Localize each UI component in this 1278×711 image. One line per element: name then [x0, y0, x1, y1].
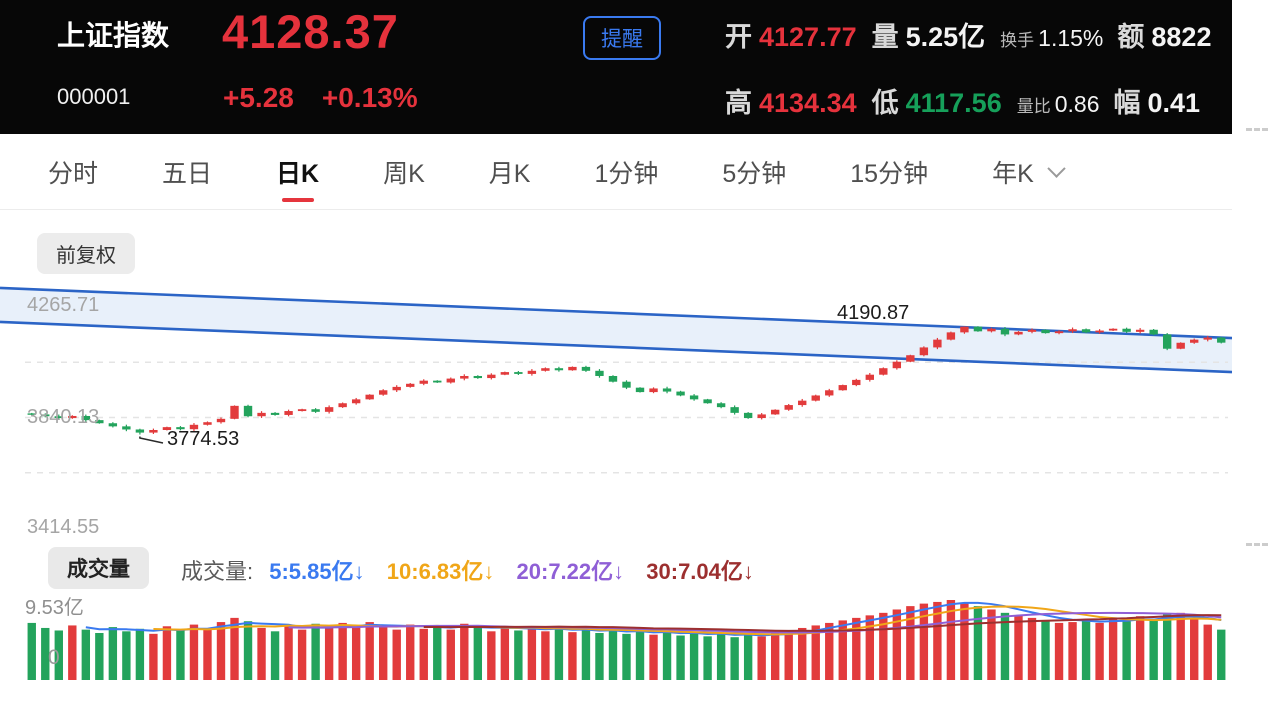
price-axis-top: 4265.71: [27, 294, 100, 316]
amplitude-value: 0.41: [1147, 88, 1201, 118]
price-axis-bottom: 3414.55: [27, 516, 100, 538]
legend-ma20: 20:7.22亿↓: [516, 559, 625, 584]
volume-label: 量: [871, 22, 899, 52]
tab-monthly-k[interactable]: 月K: [488, 159, 531, 188]
gutter-dash-icon: [1246, 128, 1268, 131]
volume-chart[interactable]: [0, 545, 1232, 690]
legend-ma30: 30:7.04亿↓: [646, 559, 754, 584]
volume-ma-legend: 成交量: 5:5.85亿↓ 10:6.83亿↓ 20:7.22亿↓ 30:7.0…: [181, 554, 770, 586]
legend-ma5: 5:5.85亿↓: [269, 559, 365, 584]
adjust-type-button[interactable]: 前复权: [37, 233, 135, 274]
volume-value: 5.25亿: [905, 22, 986, 52]
amount-label: 额: [1117, 22, 1145, 52]
quote-header: 上证指数 000001 4128.37 +5.28 +0.13% 提醒 开 412…: [0, 0, 1232, 134]
price-change-row: +5.28 +0.13%: [223, 82, 446, 114]
volume-ratio-label: 量比: [1016, 97, 1051, 116]
chevron-down-icon[interactable]: [1047, 159, 1066, 178]
legend-title: 成交量:: [181, 559, 254, 584]
tab-yearly-k[interactable]: 年K: [992, 134, 1066, 209]
amplitude-label: 幅: [1113, 88, 1141, 118]
legend-ma10: 10:6.83亿↓: [386, 559, 495, 584]
volume-axis-max: 9.53亿: [25, 597, 84, 619]
turnover-value: 1.15%: [1038, 25, 1104, 51]
stats-row-2: 高 4134.34 低 4117.56 量比 0.86 幅 0.41: [725, 81, 1232, 120]
volume-indicator-button[interactable]: 成交量: [48, 547, 149, 589]
current-price: 4128.37: [222, 5, 399, 58]
volume-section: 成交量 成交量: 5:5.85亿↓ 10:6.83亿↓ 20:7.22亿↓ 30…: [0, 545, 1232, 690]
stats-row-1: 开 4127.77 量 5.25亿 换手 1.15% 额 8822: [725, 15, 1232, 54]
low-label: 低: [871, 88, 899, 118]
low-annotation: 3774.53: [167, 428, 240, 450]
volume-ratio-value: 0.86: [1054, 91, 1100, 117]
kline-chart[interactable]: [0, 210, 1232, 545]
open-label: 开: [725, 22, 752, 52]
main-column: 上证指数 000001 4128.37 +5.28 +0.13% 提醒 开 412…: [0, 0, 1232, 711]
price-change: +5.28: [223, 82, 294, 113]
tab-daily-k[interactable]: 日K: [276, 134, 319, 209]
tab-1min[interactable]: 1分钟: [594, 159, 659, 188]
open-value: 4127.77: [759, 22, 857, 52]
tab-weekly-k[interactable]: 周K: [383, 159, 425, 188]
stock-code: 000001: [57, 84, 131, 109]
stock-name: 上证指数: [57, 20, 170, 51]
low-value: 4117.56: [905, 88, 1002, 118]
volume-axis-zero: 0: [48, 646, 60, 669]
kline-section: 前复权 4265.71 3840.13 3414.55 4190.87 3774…: [0, 210, 1232, 545]
amount-value: 8822: [1151, 22, 1212, 52]
period-tab-bar: 分时 五日 日K 周K 月K 1分钟 5分钟 15分钟 年K: [0, 134, 1232, 210]
high-value: 4134.34: [759, 88, 857, 118]
tab-5min[interactable]: 5分钟: [722, 159, 787, 188]
price-change-percent: +0.13%: [321, 82, 418, 113]
high-annotation: 4190.87: [837, 302, 910, 324]
turnover-label: 换手: [1000, 31, 1035, 50]
tab-fenshi[interactable]: 分时: [48, 159, 99, 188]
gutter-dash-icon: [1246, 543, 1268, 546]
tab-wuri[interactable]: 五日: [162, 159, 213, 188]
price-axis-mid: 3840.13: [27, 406, 100, 428]
tab-15min[interactable]: 15分钟: [850, 159, 929, 188]
right-gutter: [1232, 0, 1278, 711]
high-label: 高: [725, 88, 752, 118]
alert-button[interactable]: 提醒: [583, 16, 661, 60]
